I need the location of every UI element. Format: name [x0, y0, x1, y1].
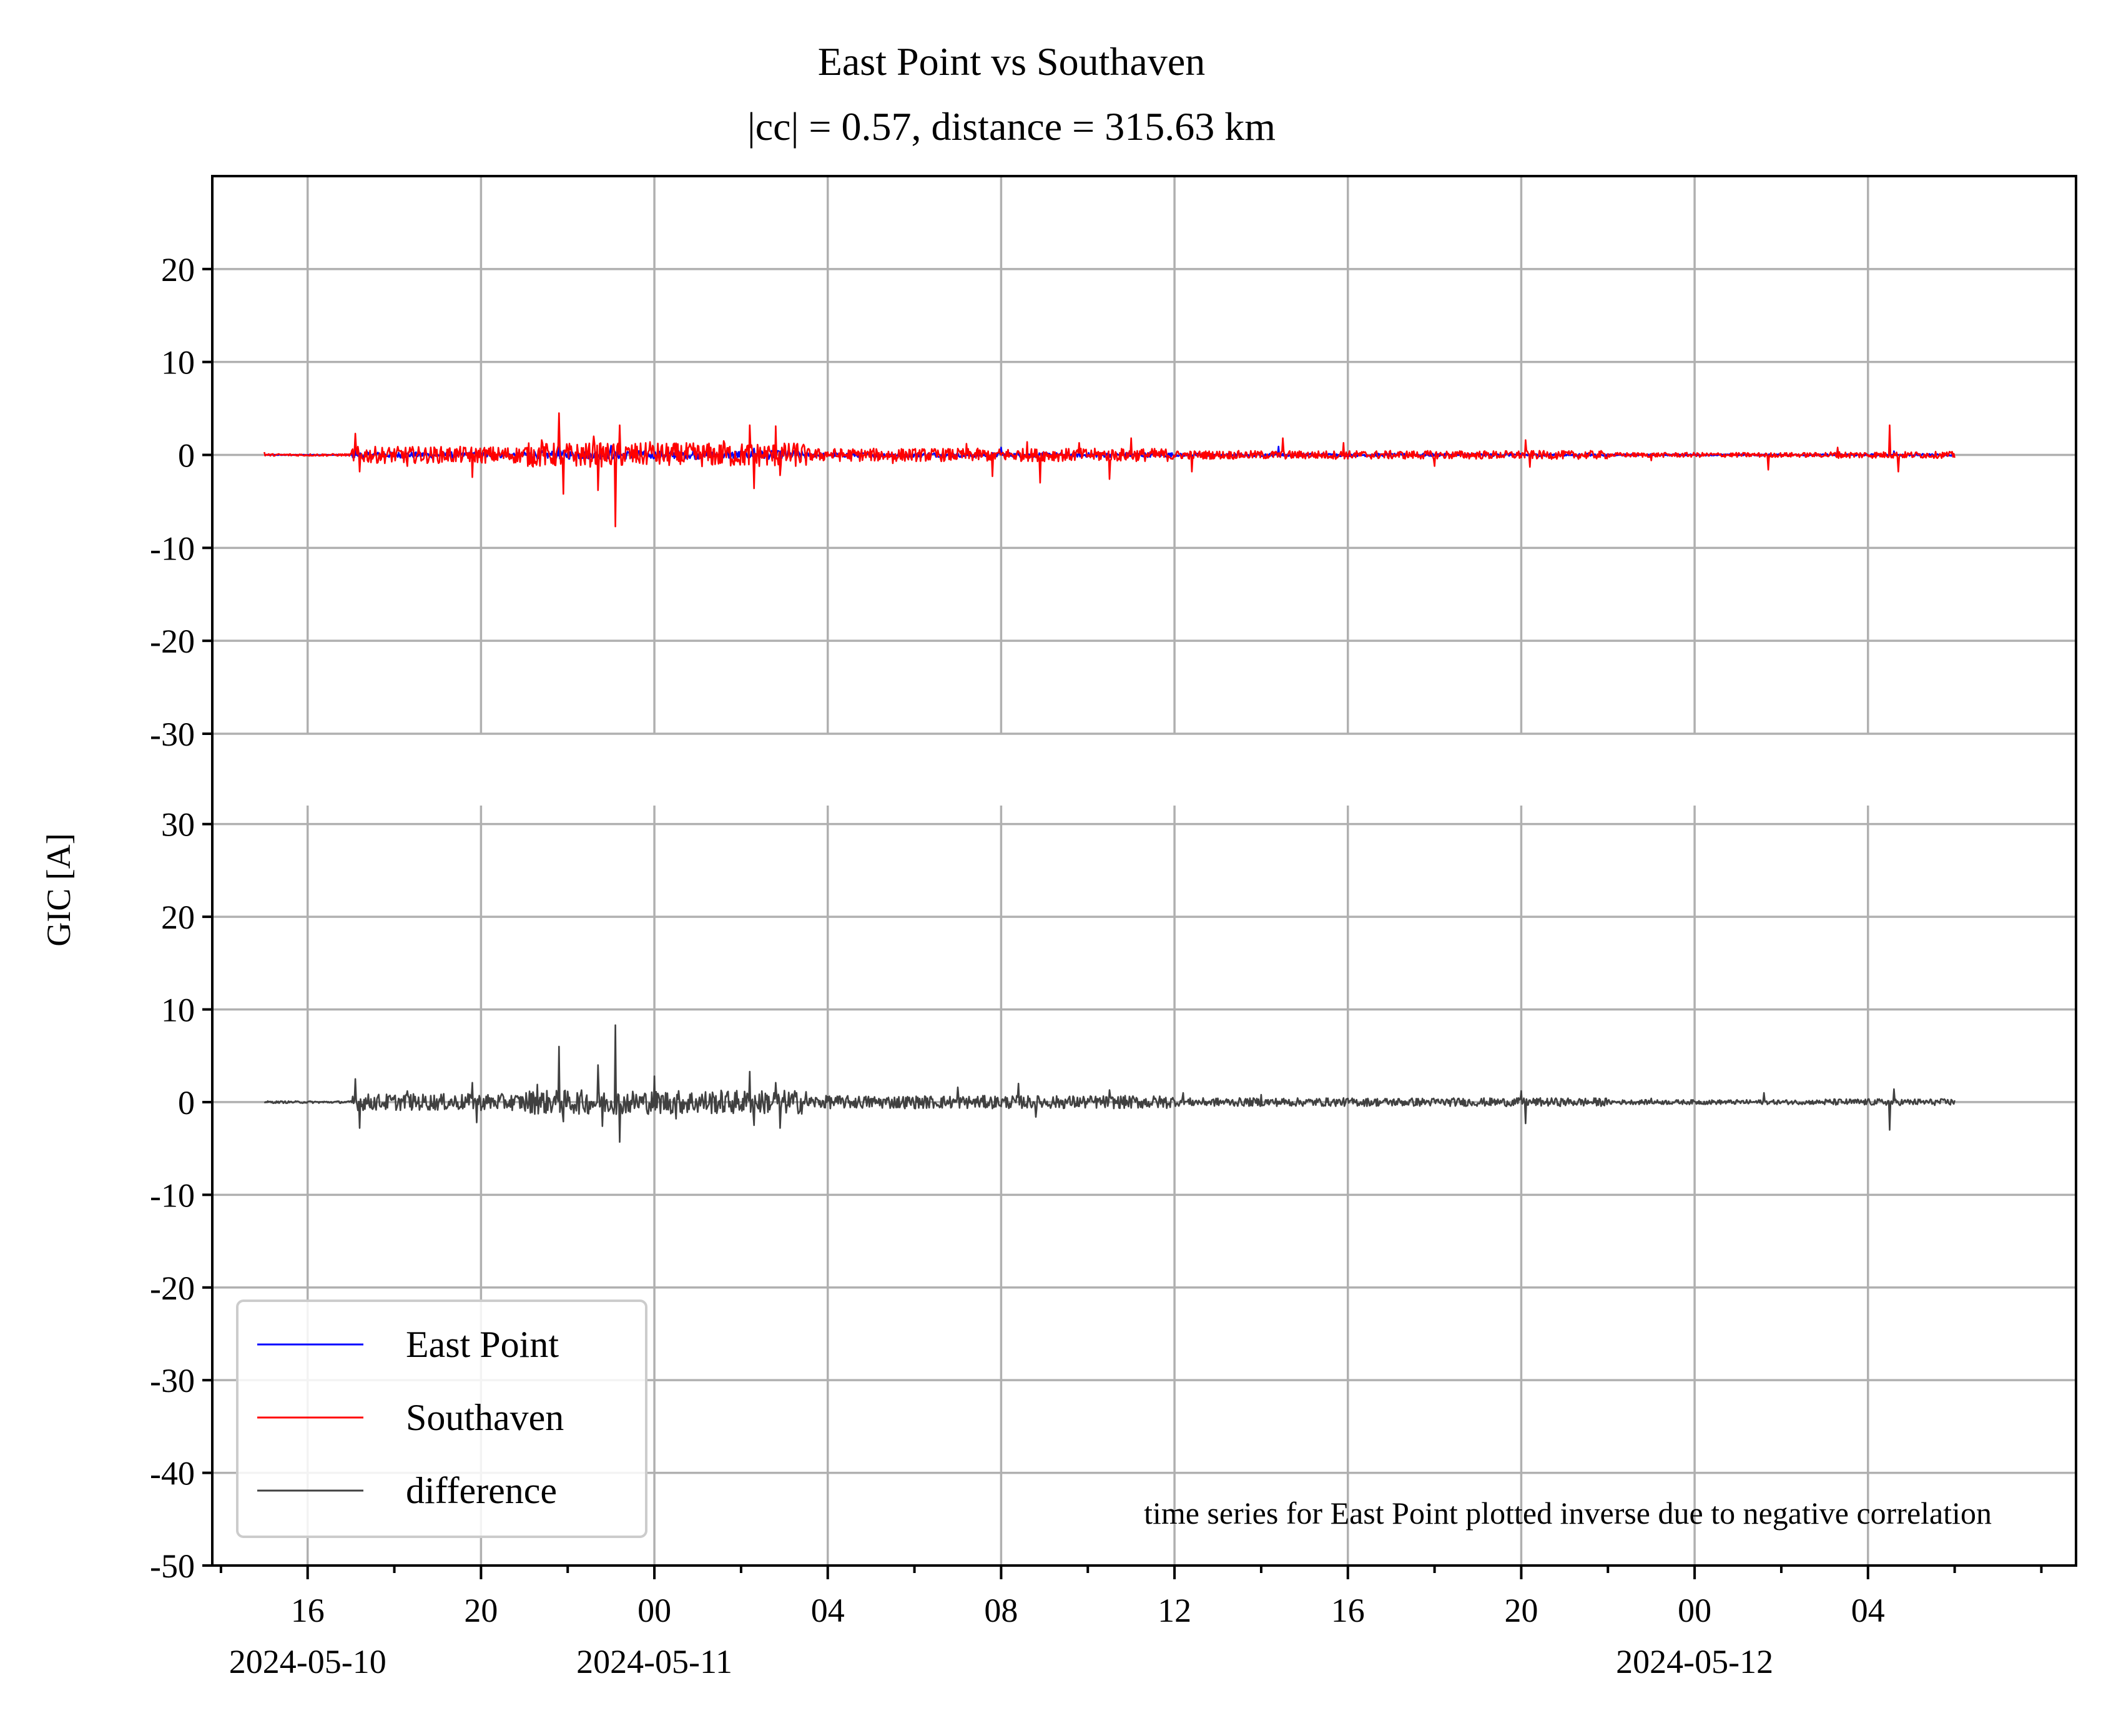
top-panel: -30 -20 -10 0 10 20: [150, 176, 2076, 753]
top-ytick-label: -30: [150, 716, 195, 753]
plot-frame: [211, 175, 2077, 1567]
top-ytick-label: -20: [150, 623, 195, 660]
bottom-ytick-label: 20: [161, 899, 195, 936]
x-date-label: 2024-05-11: [576, 1643, 732, 1680]
chart-subtitle: |cc| = 0.57, distance = 315.63 km: [747, 104, 1276, 149]
bottom-ytick-label: 0: [178, 1084, 195, 1122]
x-tick-label: 12: [1158, 1592, 1191, 1629]
x-date-label: 2024-05-12: [1616, 1643, 1773, 1680]
inverse-note: time series for East Point plotted inver…: [1144, 1496, 1992, 1531]
bottom-ytick-label: -20: [150, 1270, 195, 1307]
top-ytick-label: 10: [161, 344, 195, 382]
legend-label-southaven: Southaven: [406, 1397, 564, 1438]
x-tick-label: 20: [464, 1592, 498, 1629]
legend-box: [236, 1300, 647, 1538]
top-ytick-label: -10: [150, 530, 195, 567]
x-date-label: 2024-05-10: [229, 1643, 386, 1680]
x-tick-label: 08: [984, 1592, 1018, 1629]
bottom-ytick-label: 10: [161, 992, 195, 1029]
bottom-ytick-label: -50: [150, 1547, 195, 1585]
legend-label-difference: difference: [406, 1470, 557, 1511]
top-ytick-label: 0: [178, 437, 195, 475]
bottom-ytick-label: -40: [150, 1455, 195, 1492]
bottom-ytick-label: 30: [161, 806, 195, 844]
bottom-ytick-label: -30: [150, 1362, 195, 1399]
x-tick-label: 00: [1678, 1592, 1711, 1629]
x-tick-label: 16: [291, 1592, 325, 1629]
legend: East Point Southaven difference: [236, 1300, 647, 1538]
series-line-difference: [263, 1024, 1956, 1143]
y-axis-label: GIC [A]: [40, 833, 77, 946]
x-tick-label: 00: [637, 1592, 671, 1629]
top-ytick-label: 20: [161, 251, 195, 289]
x-tick-label: 04: [811, 1592, 845, 1629]
x-axis: 16 20 00 04 08 12 16 20 00 04 2024-05-10 2024-05-11…: [219, 1566, 2043, 1680]
chart-title: East Point vs Southaven: [818, 39, 1205, 84]
bottom-ytick-label: -10: [150, 1176, 195, 1214]
x-tick-label: 04: [1851, 1592, 1885, 1629]
x-tick-label: 16: [1331, 1592, 1365, 1629]
legend-label-east-point: East Point: [406, 1324, 559, 1365]
x-tick-label: 20: [1504, 1592, 1538, 1629]
bottom-panel: -50 -40 -30 -20 -10 0 10 20 30: [150, 806, 2076, 1585]
series-line-southaven: [263, 412, 1956, 528]
